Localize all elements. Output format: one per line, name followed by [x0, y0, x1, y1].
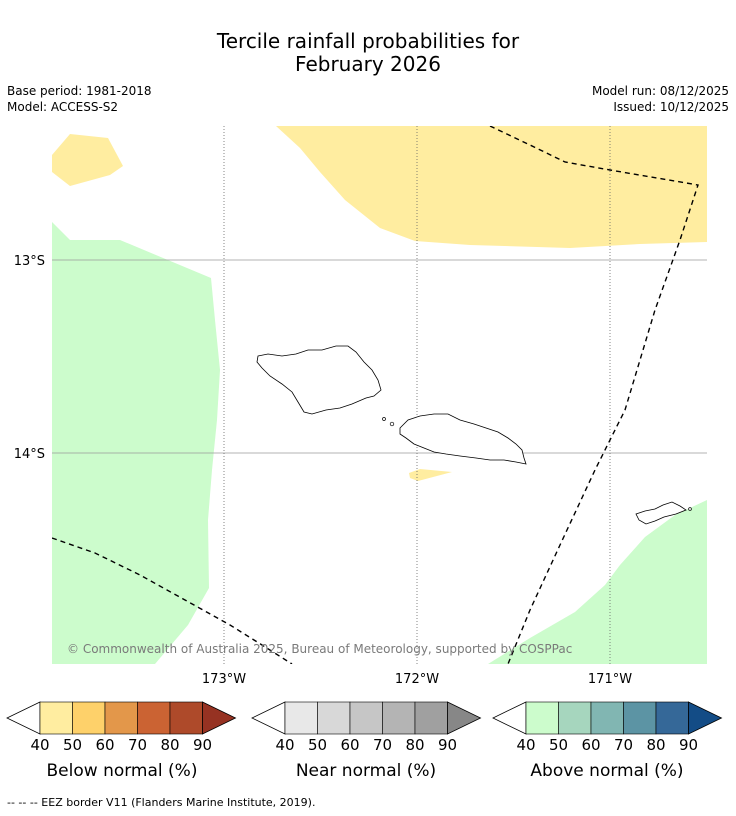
eez-legend-note: -- -- -- EEZ border V11 (Flanders Marine…: [7, 796, 316, 809]
colorbar-near-tick: 60: [340, 736, 359, 754]
colorbar-below-segment: [39, 701, 73, 735]
map-title: Tercile rainfall probabilities for Febru…: [0, 30, 736, 76]
colorbar-above-tick: 80: [646, 736, 665, 754]
model-name: Model: ACCESS-S2: [7, 100, 119, 114]
colorbar-near-low-arrow: [251, 701, 286, 735]
colorbar-legends: 40 50 60 70 80 90 40 50 60 70 80 90 40 50 60 70 80 90: [6, 701, 723, 754]
colorbar-label-near: Near normal (%): [295, 761, 437, 781]
islet: [389, 421, 395, 427]
colorbar-above-segment: [525, 701, 559, 735]
lon-label-173w: 173°W: [202, 672, 246, 687]
colorbar-below-low-arrow: [6, 701, 41, 735]
savaii-island: [256, 345, 382, 415]
colorbar-below-tick: 40: [30, 736, 49, 754]
colorbar-below-segment: [104, 701, 138, 735]
colorbar-below-tick: 70: [128, 736, 147, 754]
colorbar-below-tick: 80: [160, 736, 179, 754]
above-normal-region: [488, 500, 707, 664]
colorbar-above-tick: 40: [516, 736, 535, 754]
title-line-1: Tercile rainfall probabilities for: [216, 29, 520, 53]
tutuila-island: [635, 501, 687, 525]
lat-label-14s: 14°S: [14, 447, 45, 462]
lon-label-171w: 171°W: [588, 672, 632, 687]
colorbar-above-segment: [623, 701, 657, 735]
colorbar-above-segment: [558, 701, 592, 735]
colorbar-above-high-arrow: [688, 701, 723, 735]
upolu-island: [399, 413, 527, 465]
colorbar-below-segment: [169, 701, 203, 735]
colorbar-above-tick: 90: [679, 736, 698, 754]
colorbar-label-below: Below normal (%): [46, 761, 198, 781]
colorbar-below-segment: [137, 701, 171, 735]
title-line-2: February 2026: [295, 52, 441, 76]
colorbar-near-tick: 80: [405, 736, 424, 754]
colorbar-near-tick: 50: [308, 736, 327, 754]
copyright-credit: © Commonwealth of Australia 2025, Bureau…: [67, 642, 572, 656]
colorbar-label-above: Above normal (%): [530, 761, 684, 781]
model-info-right: Model run: 08/12/2025 Issued: 10/12/2025: [592, 83, 729, 115]
colorbar-above-segment: [655, 701, 689, 735]
islet: [688, 507, 692, 511]
colorbar-near-tick: 40: [275, 736, 294, 754]
colorbar-below-tick: 90: [193, 736, 212, 754]
base-period: Base period: 1981-2018: [7, 84, 152, 98]
colorbar-above-segment: [590, 701, 624, 735]
lat-label-13s: 13°S: [14, 254, 45, 269]
islet: [382, 417, 386, 421]
colorbar-near-segment: [382, 701, 416, 735]
colorbar-near-segment: [284, 701, 318, 735]
eez-border: [52, 537, 293, 664]
colorbar-below-tick: 50: [63, 736, 82, 754]
above-normal-region: [52, 222, 220, 664]
colorbar-above-tick: 50: [549, 736, 568, 754]
map-area: © Commonwealth of Australia 2025, Bureau…: [52, 126, 707, 664]
colorbar-below-tick: 60: [95, 736, 114, 754]
colorbar-near-tick: 90: [438, 736, 457, 754]
below-normal-region: [409, 469, 452, 481]
colorbar-above-tick: 70: [614, 736, 633, 754]
model-info-left: Base period: 1981-2018 Model: ACCESS-S2: [7, 83, 152, 115]
colorbar-above-tick: 60: [581, 736, 600, 754]
model-run: Model run: 08/12/2025: [591, 84, 729, 98]
eez-border: [489, 126, 699, 664]
below-normal-region: [52, 134, 123, 186]
colorbar-below-segment: [72, 701, 106, 735]
colorbar-near-segment: [349, 701, 383, 735]
colorbar-above-low-arrow: [492, 701, 527, 735]
colorbar-near-tick: 70: [373, 736, 392, 754]
colorbar-below-high-arrow: [202, 701, 237, 735]
colorbar-near-high-arrow: [447, 701, 482, 735]
below-normal-region: [276, 126, 707, 248]
colorbar-near-segment: [414, 701, 448, 735]
issued-date: Issued: 10/12/2025: [613, 100, 729, 114]
colorbar-near-segment: [317, 701, 351, 735]
lon-label-172w: 172°W: [395, 672, 439, 687]
